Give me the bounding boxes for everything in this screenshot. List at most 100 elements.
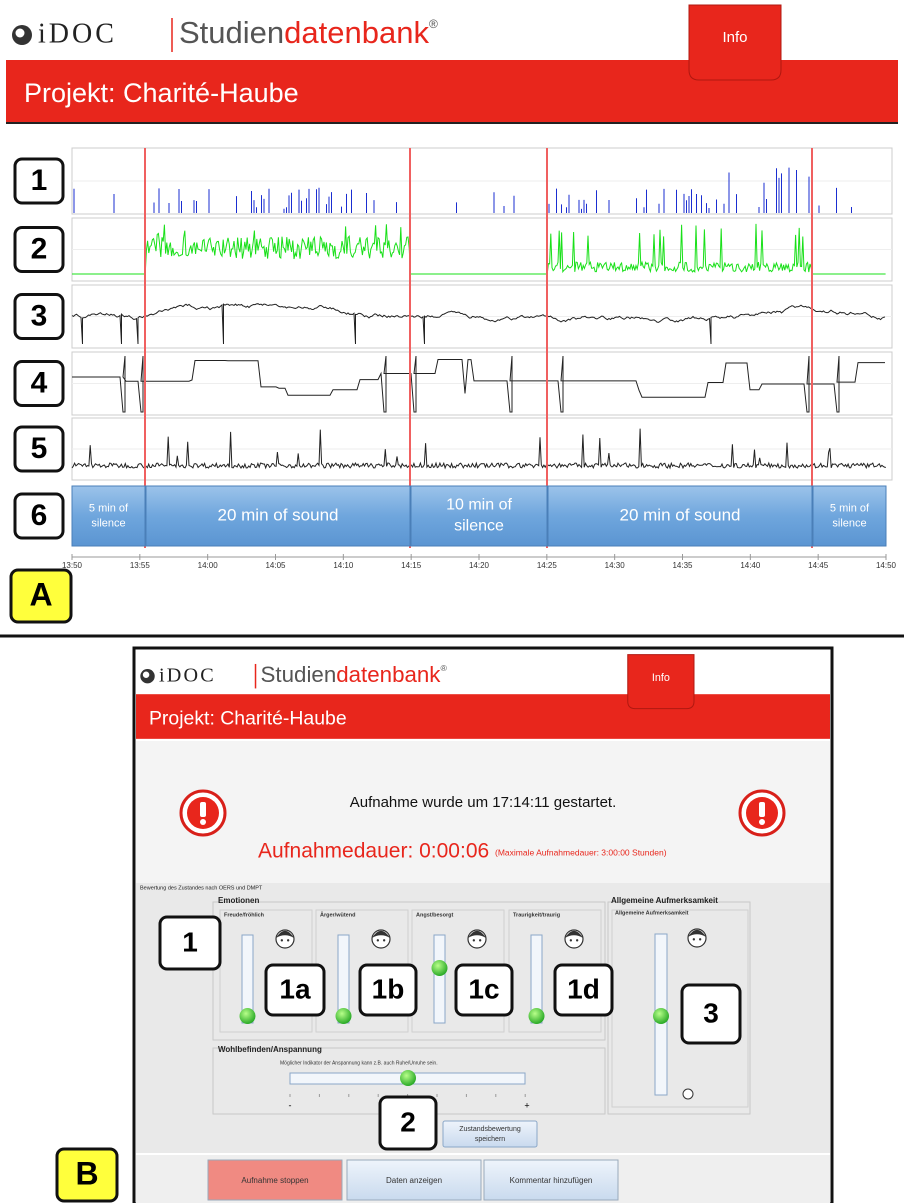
attention-inner-title: Allgemeine Aufmerksamkeit (615, 910, 689, 916)
time-tick-label: 13:55 (130, 561, 151, 570)
segment-label: 5 min of (89, 502, 129, 514)
wellbeing-minus: - (289, 1100, 292, 1110)
callout-box (158, 915, 222, 971)
segment-label: silence (454, 518, 504, 535)
row-label-box (13, 226, 65, 273)
logo-text: iDOC (159, 665, 216, 687)
wellbeing-knob[interactable] (400, 1070, 416, 1086)
segment-label: 5 min of (830, 502, 870, 514)
face-eye (575, 939, 579, 942)
face-eye (569, 939, 573, 942)
face-hair (276, 930, 294, 938)
action-button-label[interactable]: Aufnahme stoppen (241, 1176, 308, 1185)
time-tick-label: 14:30 (605, 561, 626, 570)
row-label-box (13, 293, 65, 340)
time-tick-label: 14:20 (469, 561, 490, 570)
action-button-label[interactable]: Daten anzeigen (386, 1176, 442, 1185)
callout-box (553, 963, 614, 1017)
panel-label: A (29, 576, 52, 612)
segment-label: silence (91, 517, 125, 529)
face-hair (372, 930, 390, 938)
time-tick-label: 14:00 (198, 561, 219, 570)
slider-title: Ärger/wütend (320, 911, 355, 918)
status: Aufnahme wurde um 17:14:11 gestartet. (350, 794, 617, 811)
panel-label-box (55, 1147, 119, 1203)
face-hair (688, 929, 706, 937)
trace-4 (72, 355, 885, 413)
face-eye (692, 938, 696, 941)
callout-box (358, 963, 418, 1017)
warning-dot (200, 819, 206, 825)
callout-box (378, 1095, 438, 1151)
segment-label: 20 min of sound (620, 505, 741, 524)
slider-track[interactable] (433, 934, 446, 1024)
save-button[interactable] (442, 1120, 538, 1148)
brand: Studiendatenbank® (179, 15, 438, 50)
trace-2 (72, 223, 886, 275)
action-button[interactable] (346, 1159, 482, 1201)
callout-label: 2 (400, 1106, 416, 1137)
panel-label-box (9, 568, 73, 624)
emotions-title: Emotionen (218, 896, 259, 905)
callout-label: 1c (468, 973, 499, 1004)
duration: Aufnahmedauer: 0:00:06 (258, 840, 489, 863)
panel-label: B (75, 1155, 98, 1191)
logo-text: iDOC (38, 18, 117, 49)
row-label: 5 (31, 432, 48, 465)
time-tick-label: 14:10 (333, 561, 354, 570)
attention-knob[interactable] (653, 1008, 669, 1024)
segment (71, 485, 146, 547)
logo-icon-inner (142, 671, 150, 678)
callout-label: 1 (182, 926, 198, 957)
segment (812, 485, 887, 547)
brand-red: datenbank (336, 662, 441, 687)
info-tab[interactable] (688, 4, 782, 81)
row-label-box (13, 157, 65, 205)
save-button-label[interactable]: Zustandsbewertung (459, 1126, 521, 1133)
registered: ® (429, 17, 438, 31)
segment-label: 20 min of sound (218, 505, 339, 524)
action-button[interactable] (483, 1159, 619, 1201)
time-tick-label: 14:40 (740, 561, 761, 570)
brand-gray: Studien (261, 662, 337, 687)
slider-knob[interactable] (239, 1008, 256, 1024)
callout-label: 1a (279, 973, 311, 1004)
warning-mark (200, 802, 206, 817)
trace-1 (73, 167, 852, 213)
face-hair (565, 930, 583, 938)
warning-dot (759, 819, 765, 825)
sleep-face (682, 1088, 694, 1100)
row-label-box (13, 492, 65, 540)
save-button-label[interactable]: speichern (475, 1136, 505, 1143)
callout-box (454, 963, 514, 1017)
info-tab-label[interactable]: Info (652, 672, 670, 684)
project-title: Projekt: Charité-Haube (24, 78, 299, 108)
slider-knob[interactable] (528, 1008, 545, 1024)
warning-mark (759, 802, 765, 817)
project-title: Projekt: Charité-Haube (149, 708, 347, 730)
info-tab-label[interactable]: Info (722, 29, 747, 46)
info-tab[interactable] (627, 654, 695, 710)
slider-knob[interactable] (431, 960, 448, 976)
brand-gray: Studien (179, 15, 284, 50)
header: iDOC Studiendatenbank® Info Projekt: Charit… (6, 4, 898, 122)
row-label-box (13, 425, 65, 473)
face-eye (376, 939, 380, 942)
section-caption: Bewertung des Zustandes nach OERS und DM… (140, 885, 263, 891)
face-eye (698, 938, 702, 941)
wellbeing-plus: + (524, 1100, 529, 1110)
action-button-label[interactable]: Kommentar hinzufügen (510, 1176, 593, 1185)
time-tick-label: 14:45 (808, 561, 829, 570)
slider-knob[interactable] (335, 1008, 352, 1024)
trace-5 (71, 428, 886, 470)
max-duration: (Maximale Aufnahmedauer: 3:00:00 Stunden… (495, 847, 667, 857)
callout-label: 1d (567, 973, 600, 1004)
time-tick-label: 13:50 (62, 561, 83, 570)
callout-box (680, 983, 742, 1045)
time-tick-label: 14:35 (672, 561, 693, 570)
segment (547, 485, 813, 547)
action-button[interactable] (207, 1159, 343, 1201)
row-label: 3 (31, 299, 48, 332)
logo-icon-inner (15, 28, 25, 38)
